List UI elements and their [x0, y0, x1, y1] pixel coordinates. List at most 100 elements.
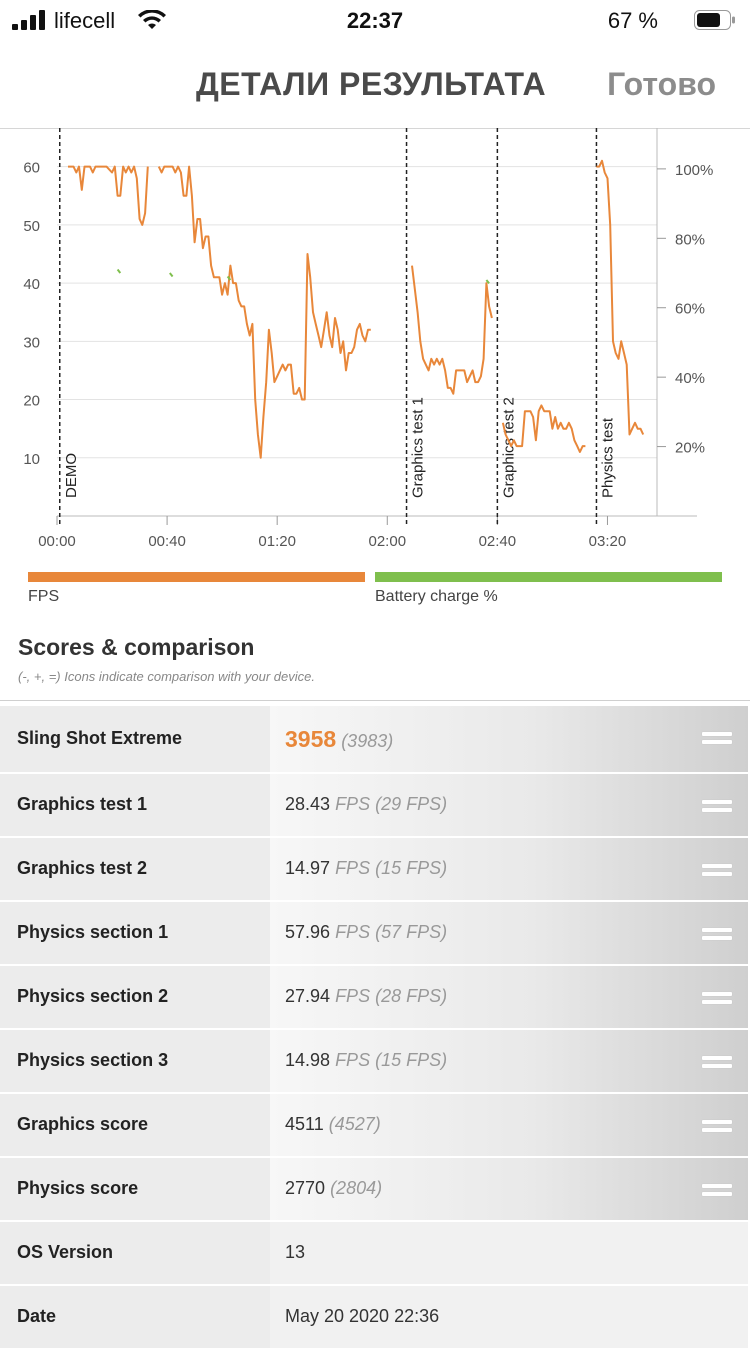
y-right-tick-label: 80% [675, 231, 705, 248]
y-right-tick-label: 40% [675, 370, 705, 387]
row-value-cell: 14.98 FPS (15 FPS) [270, 1030, 748, 1092]
row-value-cell: 14.97 FPS (15 FPS) [270, 838, 748, 900]
row-value: 13 [285, 1242, 306, 1262]
table-row[interactable]: Physics section 2 27.94 FPS (28 FPS) [0, 966, 750, 1030]
row-value: 57.96 FPS (57 FPS) [285, 922, 447, 943]
compare-value: (57 FPS) [375, 922, 448, 942]
battery-percent: 67 % [607, 8, 658, 33]
navigation-bar: ДЕТАЛИ РЕЗУЛЬТАТА Готово [0, 44, 750, 129]
y-right-tick-label: 60% [675, 301, 705, 318]
row-name: Physics section 1 [17, 922, 169, 942]
row-value-cell: May 20 2020 22:36 [270, 1286, 748, 1348]
fps-series-line [157, 165, 371, 459]
row-value-cell: 13 [270, 1222, 748, 1284]
value-number: 14.98 [285, 1050, 331, 1070]
row-name: Sling Shot Extreme [17, 728, 183, 748]
section-label: DEMO [63, 453, 80, 498]
legend-fps-swatch [28, 572, 365, 582]
info-row: OS Version 13 [0, 1222, 750, 1286]
row-value-cell: 2770 (2804) [270, 1158, 748, 1220]
x-tick-label: 02:40 [479, 533, 517, 550]
battery-series-line [485, 279, 490, 285]
y-right-tick-label: 100% [675, 162, 713, 179]
row-name-cell: Graphics score [0, 1094, 270, 1156]
row-name: Physics section 2 [17, 986, 169, 1006]
row-name-cell: Sling Shot Extreme [0, 706, 270, 772]
value-unit: FPS [335, 986, 371, 1006]
table-row[interactable]: Physics section 3 14.98 FPS (15 FPS) [0, 1030, 750, 1094]
equal-comparison-icon [702, 800, 732, 814]
y-left-tick-label: 20 [23, 393, 40, 410]
table-row[interactable]: Graphics test 2 14.97 FPS (15 FPS) [0, 838, 750, 902]
row-name-cell: Physics section 1 [0, 902, 270, 964]
row-name: Date [17, 1306, 57, 1326]
y-left-tick-label: 60 [23, 160, 40, 177]
value-number: 57.96 [285, 922, 331, 942]
row-value-cell: 4511 (4527) [270, 1094, 748, 1156]
row-value-cell: 57.96 FPS (57 FPS) [270, 902, 748, 964]
row-name: Physics section 3 [17, 1050, 169, 1070]
fps-series-line [68, 165, 149, 226]
cellular-signal-icon [12, 10, 48, 30]
row-name: OS Version [17, 1242, 114, 1262]
equal-comparison-icon [702, 992, 732, 1006]
battery-icon [694, 10, 735, 30]
section-label: Graphics test 2 [500, 397, 517, 498]
row-name: Physics score [17, 1178, 139, 1198]
row-name: Graphics score [17, 1114, 149, 1134]
table-row[interactable]: Physics section 1 57.96 FPS (57 FPS) [0, 902, 750, 966]
y-left-tick-label: 40 [23, 276, 40, 293]
table-row[interactable]: Physics score 2770 (2804) [0, 1158, 750, 1222]
row-name-cell: Physics section 3 [0, 1030, 270, 1092]
row-name-cell: Physics section 2 [0, 966, 270, 1028]
value-unit: FPS [335, 794, 371, 814]
y-left-tick-label: 30 [23, 334, 40, 351]
fps-series-line [411, 265, 493, 395]
performance-chart: 10 20 30 40 50 60 20% 40% 60% 80% 100% 00:00 00:40 01… [0, 128, 750, 578]
fps-series-line [501, 404, 586, 453]
chart-legend: FPS Battery charge % [0, 572, 750, 612]
row-value: 27.94 FPS (28 FPS) [285, 986, 447, 1007]
row-value: 28.43 FPS (29 FPS) [285, 794, 447, 815]
value-unit: FPS [335, 858, 371, 878]
row-value-cell: 3958 (3983) [270, 706, 748, 772]
battery-series-line [226, 275, 232, 281]
equal-comparison-icon [702, 1120, 732, 1134]
value-number: 27.94 [285, 986, 331, 1006]
row-value: May 20 2020 22:36 [285, 1306, 440, 1326]
value-number: 4511 [285, 1114, 324, 1134]
equal-comparison-icon [702, 1184, 732, 1198]
table-row[interactable]: Graphics test 1 28.43 FPS (29 FPS) [0, 774, 750, 838]
fps-series-line [596, 159, 645, 436]
row-name-cell: Graphics test 1 [0, 774, 270, 836]
x-tick-label: 03:20 [589, 533, 627, 550]
compare-value: (28 FPS) [375, 986, 448, 1006]
x-tick-label: 01:20 [258, 533, 296, 550]
equal-comparison-icon [702, 864, 732, 878]
value-number: 2770 [285, 1178, 326, 1198]
x-tick-label: 02:00 [369, 533, 407, 550]
row-name-cell: Date [0, 1286, 270, 1348]
table-row[interactable]: Sling Shot Extreme 3958 (3983) [0, 706, 750, 774]
status-bar: lifecell 22:37 67 % [0, 0, 750, 44]
value-unit: FPS [335, 1050, 371, 1070]
y-right-tick-label: 20% [675, 440, 705, 457]
row-name-cell: Graphics test 2 [0, 838, 270, 900]
y-left-tick-label: 10 [23, 451, 40, 468]
row-name-cell: Physics score [0, 1158, 270, 1220]
compare-value: (2804) [330, 1178, 383, 1198]
row-value-cell: 27.94 FPS (28 FPS) [270, 966, 748, 1028]
done-button[interactable]: Готово [607, 66, 716, 102]
scores-table: Sling Shot Extreme 3958 (3983) Graphics … [0, 706, 750, 1350]
page-title: ДЕТАЛИ РЕЗУЛЬТАТА [196, 66, 547, 102]
table-row[interactable]: Graphics score 4511 (4527) [0, 1094, 750, 1158]
row-value: 4511 (4527) [285, 1114, 381, 1135]
clock: 22:37 [346, 8, 404, 33]
wifi-icon [138, 10, 166, 29]
value-unit: FPS [335, 922, 371, 942]
equal-comparison-icon [702, 1056, 732, 1070]
legend-battery-swatch [375, 572, 722, 582]
row-value-cell: 28.43 FPS (29 FPS) [270, 774, 748, 836]
main-score: 3958 [285, 726, 337, 752]
compare-value: (15 FPS) [375, 858, 448, 878]
